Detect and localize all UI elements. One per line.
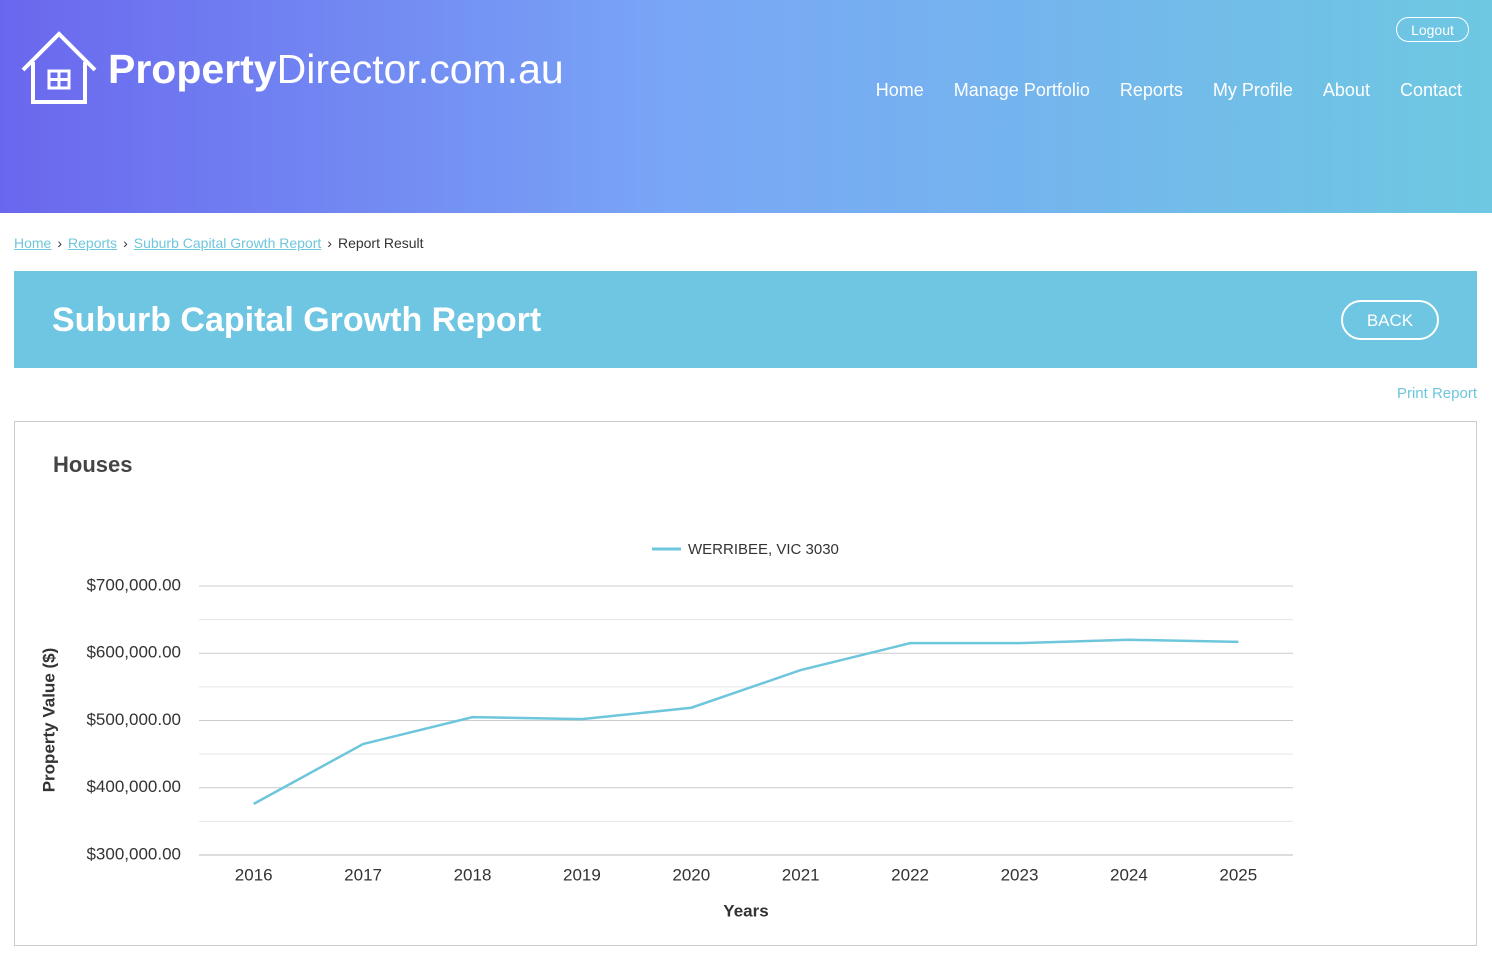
x-axis-title: Years (723, 901, 768, 920)
print-link[interactable]: Print Report (1396, 385, 1477, 402)
breadcrumb-link[interactable]: Suburb Capital Growth Report (133, 235, 322, 251)
back-button[interactable]: BACK (1341, 300, 1439, 340)
series-line (253, 638, 1239, 805)
chart-panel: Houses (14, 421, 1477, 946)
nav-link[interactable]: Home (875, 80, 924, 100)
x-tick-label: 2025 (1219, 865, 1257, 884)
logo-light: Director.com.au (276, 46, 564, 92)
nav-link[interactable]: About (1322, 80, 1370, 100)
nav-link[interactable]: Contact (1399, 80, 1462, 100)
nav: Home Manage Portfolio Reports My Profile… (876, 80, 1462, 101)
x-tick-label: 2022 (891, 865, 929, 884)
breadcrumb-link[interactable]: Home (14, 235, 52, 251)
x-tick-label: 2016 (235, 865, 273, 884)
y-tick-label: $600,000.00 (86, 643, 181, 662)
logo-icon (21, 31, 97, 104)
y-tick-label: $500,000.00 (86, 710, 181, 729)
y-tick-label: $300,000.00 (86, 844, 181, 863)
breadcrumb: Home › Reports › Suburb Capital Growth Repor… (14, 235, 424, 251)
y-tick-label: $700,000.00 (86, 575, 181, 594)
panel-title: Houses (53, 452, 133, 477)
x-tick-label: 2023 (1001, 865, 1039, 884)
logout-button[interactable]: Logout (1396, 17, 1469, 42)
y-axis-title: Property Value ($) (39, 648, 58, 793)
breadcrumb-link[interactable]: Reports (68, 235, 118, 251)
x-tick-label: 2020 (672, 865, 710, 884)
legend-label: WERRIBEE, VIC 3030 (688, 541, 839, 558)
logo-bold: Property (108, 46, 277, 92)
x-tick-label: 2024 (1110, 865, 1148, 884)
x-tick-label: 2019 (563, 865, 601, 884)
x-tick-label: 2017 (344, 865, 382, 884)
nav-link[interactable]: Reports (1119, 80, 1183, 100)
y-tick-label: $400,000.00 (86, 777, 181, 796)
nav-link[interactable]: My Profile (1212, 80, 1293, 100)
x-tick-label: 2021 (782, 865, 820, 884)
banner: Suburb Capital Growth Report BACK (14, 271, 1477, 368)
page-title: Suburb Capital Growth Report (52, 301, 542, 339)
x-tick-label: 2018 (454, 865, 492, 884)
header: PropertyDirector.com.au Logout Home Mana… (0, 0, 1492, 213)
logo[interactable]: PropertyDirector.com.au (108, 46, 564, 93)
breadcrumb-current: Report Result (337, 235, 424, 251)
nav-link[interactable]: Manage Portfolio (953, 80, 1090, 100)
